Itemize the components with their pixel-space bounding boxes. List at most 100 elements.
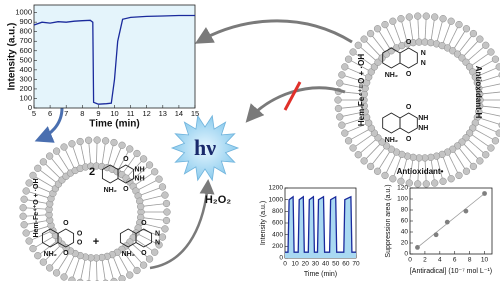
lipid-tail xyxy=(446,166,451,177)
atom-label: O xyxy=(406,104,412,111)
lipid-tail xyxy=(425,170,427,181)
chart: 5 6 7 8 9 10 11 12 13 14 15 01002003004005006007008… xyxy=(7,4,199,130)
lipid-tail xyxy=(482,105,493,108)
lipid-head xyxy=(344,55,353,63)
lipid-tail xyxy=(409,170,412,181)
lipid-tail xyxy=(365,41,374,49)
lipid-tail xyxy=(463,48,472,57)
x-tick-label: 13 xyxy=(159,109,167,118)
lipid-head xyxy=(29,171,37,180)
x-axis-label: Time (min) xyxy=(304,271,337,278)
lipid-tail xyxy=(396,157,402,167)
lipid-head xyxy=(45,152,54,160)
lipid-head xyxy=(101,137,110,145)
y-tick-label: 400 xyxy=(272,231,283,238)
atom-label: N xyxy=(155,239,160,246)
data-line xyxy=(33,14,195,105)
lipid-tail xyxy=(384,39,391,49)
y-tick-label: 500 xyxy=(19,55,32,64)
lipid-tail xyxy=(341,106,352,109)
data-point xyxy=(463,208,469,214)
ring xyxy=(57,228,75,248)
atom-label: N xyxy=(421,50,426,57)
x-tick-label: 9 xyxy=(96,109,100,118)
lipid-tail xyxy=(64,149,70,159)
lipid-tail xyxy=(129,155,136,165)
lipid-tail xyxy=(470,41,479,49)
y-tick-label: 600 xyxy=(19,46,32,55)
lipid-head xyxy=(397,15,405,23)
lipid-tail xyxy=(482,92,493,95)
lipid-head xyxy=(163,208,171,216)
lipid-tail xyxy=(123,263,129,273)
lipid-tail xyxy=(123,163,130,173)
lipid-tail xyxy=(491,83,500,87)
lipid-tail xyxy=(448,154,454,164)
lipid-tail xyxy=(390,36,396,46)
x-tick-label: 4 xyxy=(438,257,442,264)
lipid-head xyxy=(29,244,37,253)
lipid-head xyxy=(431,179,439,187)
lipid-tail xyxy=(40,187,51,193)
lipid-head xyxy=(414,180,422,188)
atom-label: NH₂ xyxy=(122,251,135,258)
y-tick-label: 0 xyxy=(404,251,408,258)
y-tick-label: 1000 xyxy=(15,8,32,17)
lipid-head xyxy=(349,48,357,56)
lipid-head xyxy=(336,79,344,87)
x-axis-label: Time (min) xyxy=(89,119,139,130)
lipid-tail xyxy=(354,117,364,122)
lipid-head xyxy=(455,20,463,29)
ring xyxy=(399,47,418,69)
lipid-tail xyxy=(487,67,497,73)
lipid-tail xyxy=(403,31,408,42)
lipid-head xyxy=(491,137,500,145)
lipid-tail xyxy=(432,19,435,30)
lipid-tail xyxy=(359,129,369,135)
lipid-head xyxy=(405,13,413,21)
lipid-tail xyxy=(153,218,164,221)
lipid-tail xyxy=(107,259,111,270)
antioxidant-h-label: Antioxidant-H xyxy=(474,66,483,119)
lipid-tail xyxy=(355,53,364,60)
lipid-tail xyxy=(152,195,163,199)
lipid-tail xyxy=(359,65,369,71)
lipid-head xyxy=(336,113,344,121)
lipid-head xyxy=(338,121,346,129)
lipid-tail xyxy=(28,228,39,233)
lipid-tail xyxy=(372,143,381,152)
lipid-tail xyxy=(459,160,466,169)
y-tick-label: 1200 xyxy=(269,185,284,192)
lipid-tail xyxy=(135,178,145,185)
lipid-head xyxy=(495,129,500,137)
light-label: hν xyxy=(194,135,216,160)
lipid-head xyxy=(52,269,61,277)
lipid-head xyxy=(34,252,42,260)
data-point xyxy=(433,232,439,238)
lipid-tail xyxy=(72,267,77,278)
lipid-head xyxy=(52,147,61,155)
lipid-head xyxy=(389,175,397,183)
lipid-tail xyxy=(131,243,140,251)
lipid-tail xyxy=(471,59,481,66)
lipid-head xyxy=(39,158,47,166)
lipid-tail xyxy=(352,85,363,89)
lipid-tail xyxy=(64,265,70,275)
lipid-head xyxy=(22,229,30,237)
lipid-tail xyxy=(138,184,148,190)
x-tick-label: 8 xyxy=(468,257,472,264)
y-tick-label: 300 xyxy=(19,74,32,83)
lipid-tail xyxy=(436,31,441,42)
lipid-head xyxy=(469,162,478,171)
lipid-tail xyxy=(430,160,434,171)
lipid-tail xyxy=(107,154,111,165)
lipid-tail xyxy=(452,27,459,37)
lipid-tail xyxy=(127,247,136,256)
lipid-tail xyxy=(140,191,151,196)
lipid-head xyxy=(118,141,126,149)
lipid-head xyxy=(162,199,171,208)
lipid-tail xyxy=(439,168,443,179)
atom-label: NH xyxy=(135,175,145,182)
lipid-tail xyxy=(459,147,466,157)
